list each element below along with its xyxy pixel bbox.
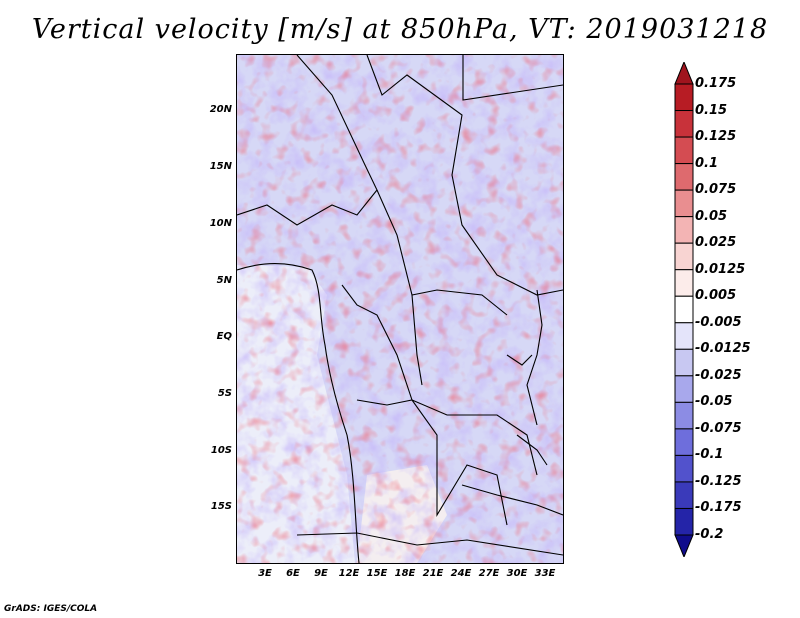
colorbar-tick-label: -0.0125 xyxy=(695,341,751,357)
colorbar-tick-label: -0.125 xyxy=(695,473,742,489)
colorbar-tick-label: 0.175 xyxy=(695,76,737,91)
colorbar-tick-label: 0.025 xyxy=(695,235,737,251)
colorbar-bin xyxy=(674,507,694,536)
lon-label: 6E xyxy=(286,568,300,579)
lon-label: 30E xyxy=(506,568,528,579)
lon-label: 27E xyxy=(478,568,500,579)
colorbar-tick-label: 0.15 xyxy=(695,102,728,118)
colorbar-tick-label: 0.075 xyxy=(695,182,737,198)
lat-label: EQ xyxy=(216,331,232,342)
lon-label: 21E xyxy=(422,568,444,579)
lon-label: 15E xyxy=(366,568,388,579)
colorbar-extend-min xyxy=(674,534,694,557)
colorbar-bin xyxy=(674,322,694,350)
colorbar-tick-label: -0.025 xyxy=(695,367,742,383)
colorbar-tick-label: 0.005 xyxy=(695,288,737,304)
colorbar-bin xyxy=(674,295,694,324)
lat-label: 10N xyxy=(209,218,232,229)
colorbar-bin xyxy=(674,269,694,297)
colorbar-tick-label: 0.05 xyxy=(695,208,728,224)
colorbar-tick-label: 0.1 xyxy=(695,155,719,171)
colorbar-bin xyxy=(674,481,694,509)
footer-credit: GrADS: IGES/COLA xyxy=(4,604,98,614)
colorbar-bin xyxy=(674,454,694,483)
lat-label: 5S xyxy=(217,388,232,399)
colorbar-tick-label: 0.0125 xyxy=(695,261,746,277)
map-panel[interactable] xyxy=(236,54,564,564)
lon-label: 12E xyxy=(338,568,360,579)
colorbar-tick-label: -0.1 xyxy=(695,447,724,463)
map-title: Vertical velocity [m/s] at 850hPa, VT: 2… xyxy=(31,14,769,45)
colorbar-tick-label: -0.175 xyxy=(695,500,742,516)
colorbar-bin xyxy=(674,163,694,191)
lat-label: 15N xyxy=(209,161,232,172)
colorbar-bin xyxy=(674,428,694,456)
colorbar-bin xyxy=(674,375,694,403)
colorbar-bin xyxy=(674,189,694,218)
lon-label: 24E xyxy=(450,568,472,579)
vertical-velocity-field xyxy=(237,55,563,563)
colorbar-tick-label: 0.125 xyxy=(695,129,737,145)
colorbar-extend-max xyxy=(674,62,694,85)
lat-label: 15S xyxy=(210,501,232,512)
colorbar-tick-label: -0.075 xyxy=(695,420,742,436)
lat-label: 5N xyxy=(216,275,232,286)
lat-label: 20N xyxy=(209,104,232,115)
colorbar-bin xyxy=(674,348,694,377)
colorbar-bin xyxy=(674,83,694,112)
colorbar-bin xyxy=(674,401,694,430)
lon-label: 9E xyxy=(314,568,328,579)
colorbar-bin xyxy=(674,216,694,244)
colorbar xyxy=(674,62,694,557)
colorbar-tick-label: -0.05 xyxy=(695,394,733,410)
lon-label: 18E xyxy=(394,568,416,579)
colorbar-tick-label: -0.2 xyxy=(695,527,724,542)
lat-label: 10S xyxy=(210,445,232,456)
colorbar-bin xyxy=(674,136,694,165)
colorbar-tick-label: -0.005 xyxy=(695,314,742,330)
lon-label: 33E xyxy=(534,568,556,579)
colorbar-bin xyxy=(674,110,694,138)
lon-label: 3E xyxy=(258,568,272,579)
colorbar-bin xyxy=(674,242,694,271)
